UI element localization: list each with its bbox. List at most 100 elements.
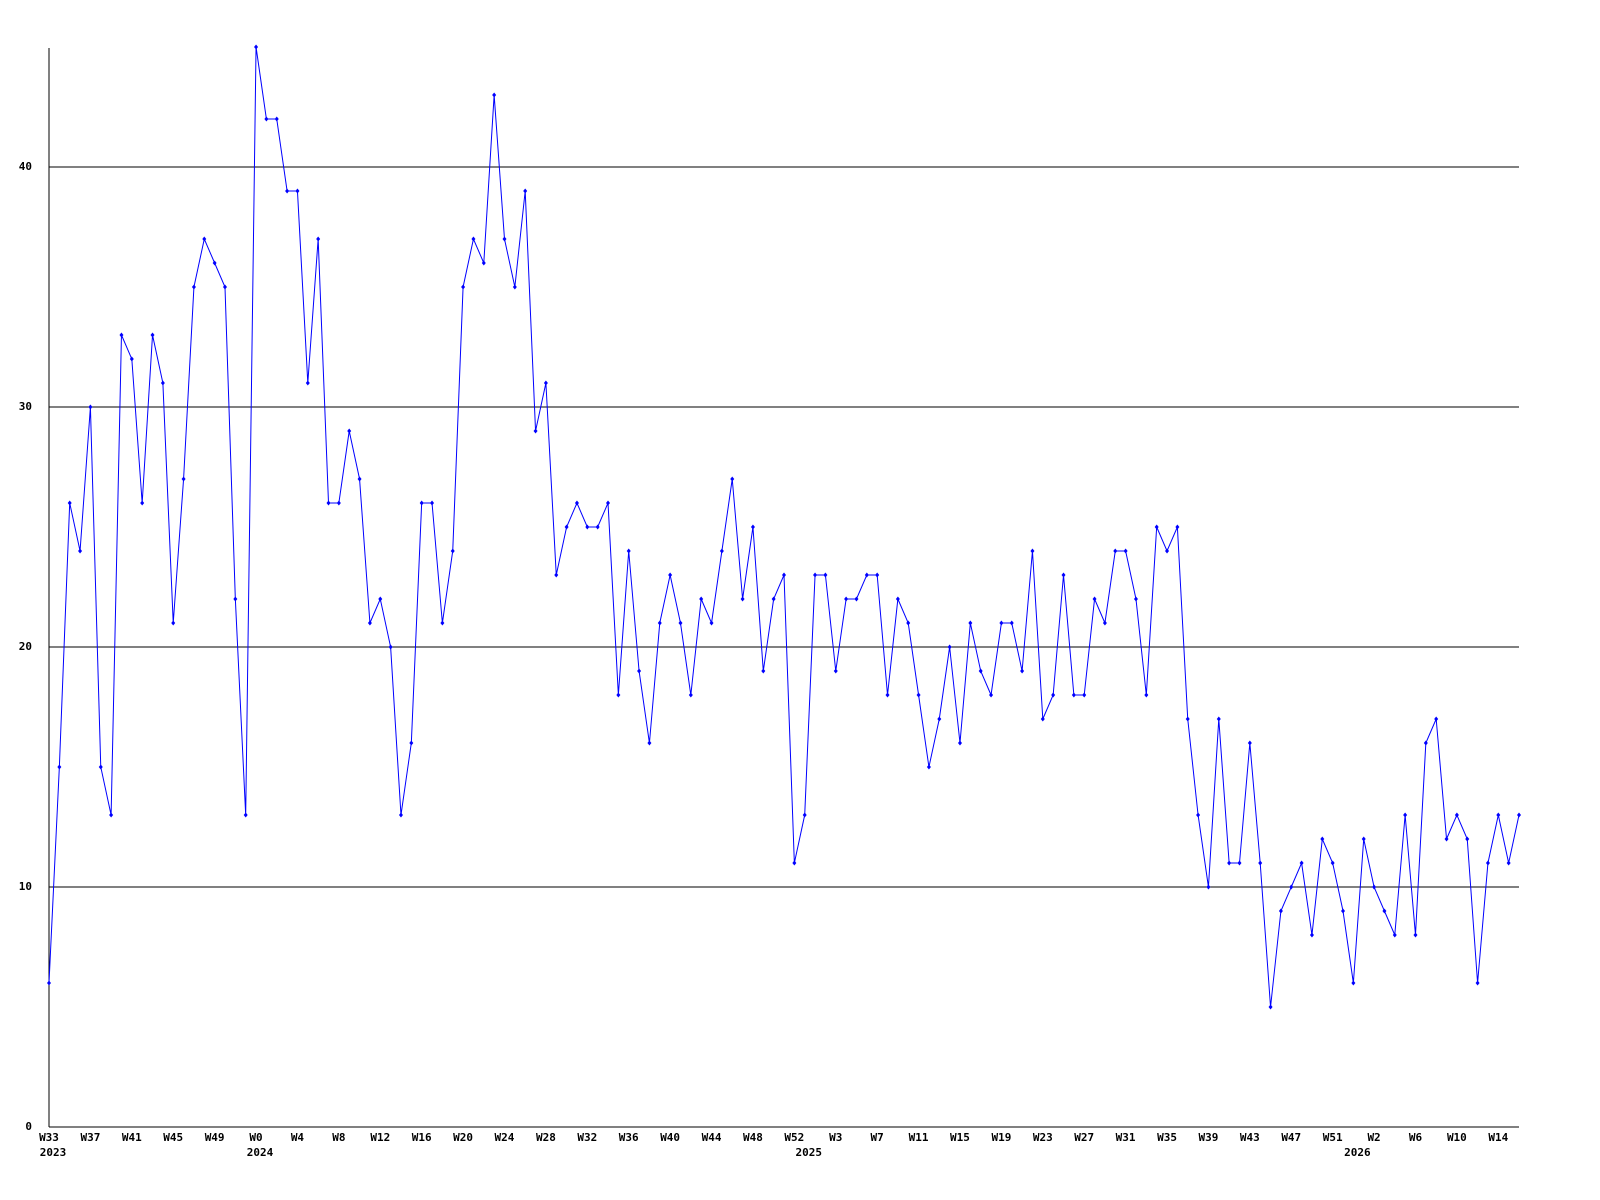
y-tick-label: 20 xyxy=(19,640,32,653)
x-year-label: 2024 xyxy=(247,1146,274,1159)
data-point xyxy=(761,668,766,674)
data-point xyxy=(78,548,83,554)
data-point xyxy=(1144,692,1149,698)
data-point xyxy=(1175,524,1180,530)
x-tick-label: W51 xyxy=(1323,1131,1343,1144)
x-tick-label: W27 xyxy=(1074,1131,1094,1144)
x-tick-label: W20 xyxy=(453,1131,473,1144)
x-tick-label: W32 xyxy=(577,1131,597,1144)
data-point xyxy=(782,572,786,578)
data-point xyxy=(202,236,207,242)
data-point xyxy=(140,500,145,506)
data-point xyxy=(347,428,352,434)
data-point xyxy=(191,284,196,290)
y-tick-label: 0 xyxy=(25,1120,32,1133)
data-point xyxy=(1092,596,1097,602)
x-year-label: 2023 xyxy=(40,1146,67,1159)
data-point xyxy=(771,596,776,602)
x-tick-label: W7 xyxy=(871,1131,884,1144)
data-point xyxy=(67,500,72,506)
data-point xyxy=(1392,932,1397,938)
data-point xyxy=(378,596,383,602)
data-point xyxy=(740,596,745,602)
data-point xyxy=(98,764,103,770)
data-point xyxy=(730,476,735,482)
x-tick-label: W33 xyxy=(39,1131,59,1144)
data-point xyxy=(1030,548,1035,554)
data-point xyxy=(1185,716,1190,722)
data-point xyxy=(243,812,248,818)
x-tick-label: W12 xyxy=(370,1131,390,1144)
data-point xyxy=(316,236,321,242)
x-tick-label: W16 xyxy=(412,1131,432,1144)
data-point xyxy=(802,812,807,818)
data-point xyxy=(1258,860,1263,866)
x-tick-label: W4 xyxy=(291,1131,305,1144)
data-point xyxy=(709,620,714,626)
y-tick-label: 10 xyxy=(19,880,32,893)
data-point xyxy=(440,620,445,626)
data-point xyxy=(916,692,921,698)
x-tick-label: W39 xyxy=(1198,1131,1218,1144)
data-point xyxy=(554,572,559,578)
data-point xyxy=(678,620,683,626)
data-point xyxy=(1382,908,1387,914)
x-tick-label: W47 xyxy=(1281,1131,1301,1144)
data-point xyxy=(1496,812,1501,818)
data-point xyxy=(833,668,838,674)
data-point xyxy=(595,524,600,530)
data-point xyxy=(543,380,548,386)
x-tick-label: W23 xyxy=(1033,1131,1053,1144)
data-point xyxy=(1133,596,1138,602)
data-point xyxy=(222,284,227,290)
data-point xyxy=(409,740,414,746)
x-tick-label: W36 xyxy=(619,1131,639,1144)
data-point xyxy=(57,764,62,770)
data-point xyxy=(1071,692,1076,698)
x-tick-label: W48 xyxy=(743,1131,763,1144)
data-point xyxy=(357,476,362,482)
data-point xyxy=(1216,716,1221,722)
data-point xyxy=(657,620,662,626)
data-point xyxy=(119,332,124,338)
x-tick-label: W15 xyxy=(950,1131,970,1144)
data-point xyxy=(367,620,372,626)
x-tick-label: W8 xyxy=(332,1131,345,1144)
data-point xyxy=(1475,980,1480,986)
x-tick-label: W28 xyxy=(536,1131,556,1144)
data-point xyxy=(688,692,693,698)
data-point xyxy=(1341,908,1346,914)
x-tick-label: W52 xyxy=(784,1131,804,1144)
data-point xyxy=(750,524,755,530)
data-point xyxy=(264,116,269,122)
data-point xyxy=(637,668,642,674)
x-tick-label: W11 xyxy=(909,1131,929,1144)
data-point xyxy=(854,596,859,602)
data-point xyxy=(1434,716,1439,722)
data-point xyxy=(1506,860,1511,866)
data-point xyxy=(295,188,300,194)
data-point xyxy=(1082,692,1087,698)
x-tick-label: W31 xyxy=(1116,1131,1136,1144)
data-point xyxy=(398,812,403,818)
data-point xyxy=(492,92,497,98)
data-point xyxy=(947,644,952,650)
data-point xyxy=(512,284,517,290)
data-point xyxy=(585,524,590,530)
data-point xyxy=(1372,884,1377,890)
data-point xyxy=(978,668,983,674)
data-point xyxy=(47,980,51,986)
data-point xyxy=(212,260,217,266)
data-point xyxy=(1413,932,1418,938)
data-point xyxy=(254,44,259,50)
data-point xyxy=(626,548,631,554)
x-tick-label: W37 xyxy=(80,1131,100,1144)
data-point xyxy=(129,356,134,362)
data-point xyxy=(1517,812,1521,818)
data-point xyxy=(1444,836,1449,842)
data-point xyxy=(109,812,114,818)
data-point xyxy=(1051,692,1056,698)
x-year-label: 2026 xyxy=(1344,1146,1371,1159)
data-point xyxy=(1299,860,1304,866)
